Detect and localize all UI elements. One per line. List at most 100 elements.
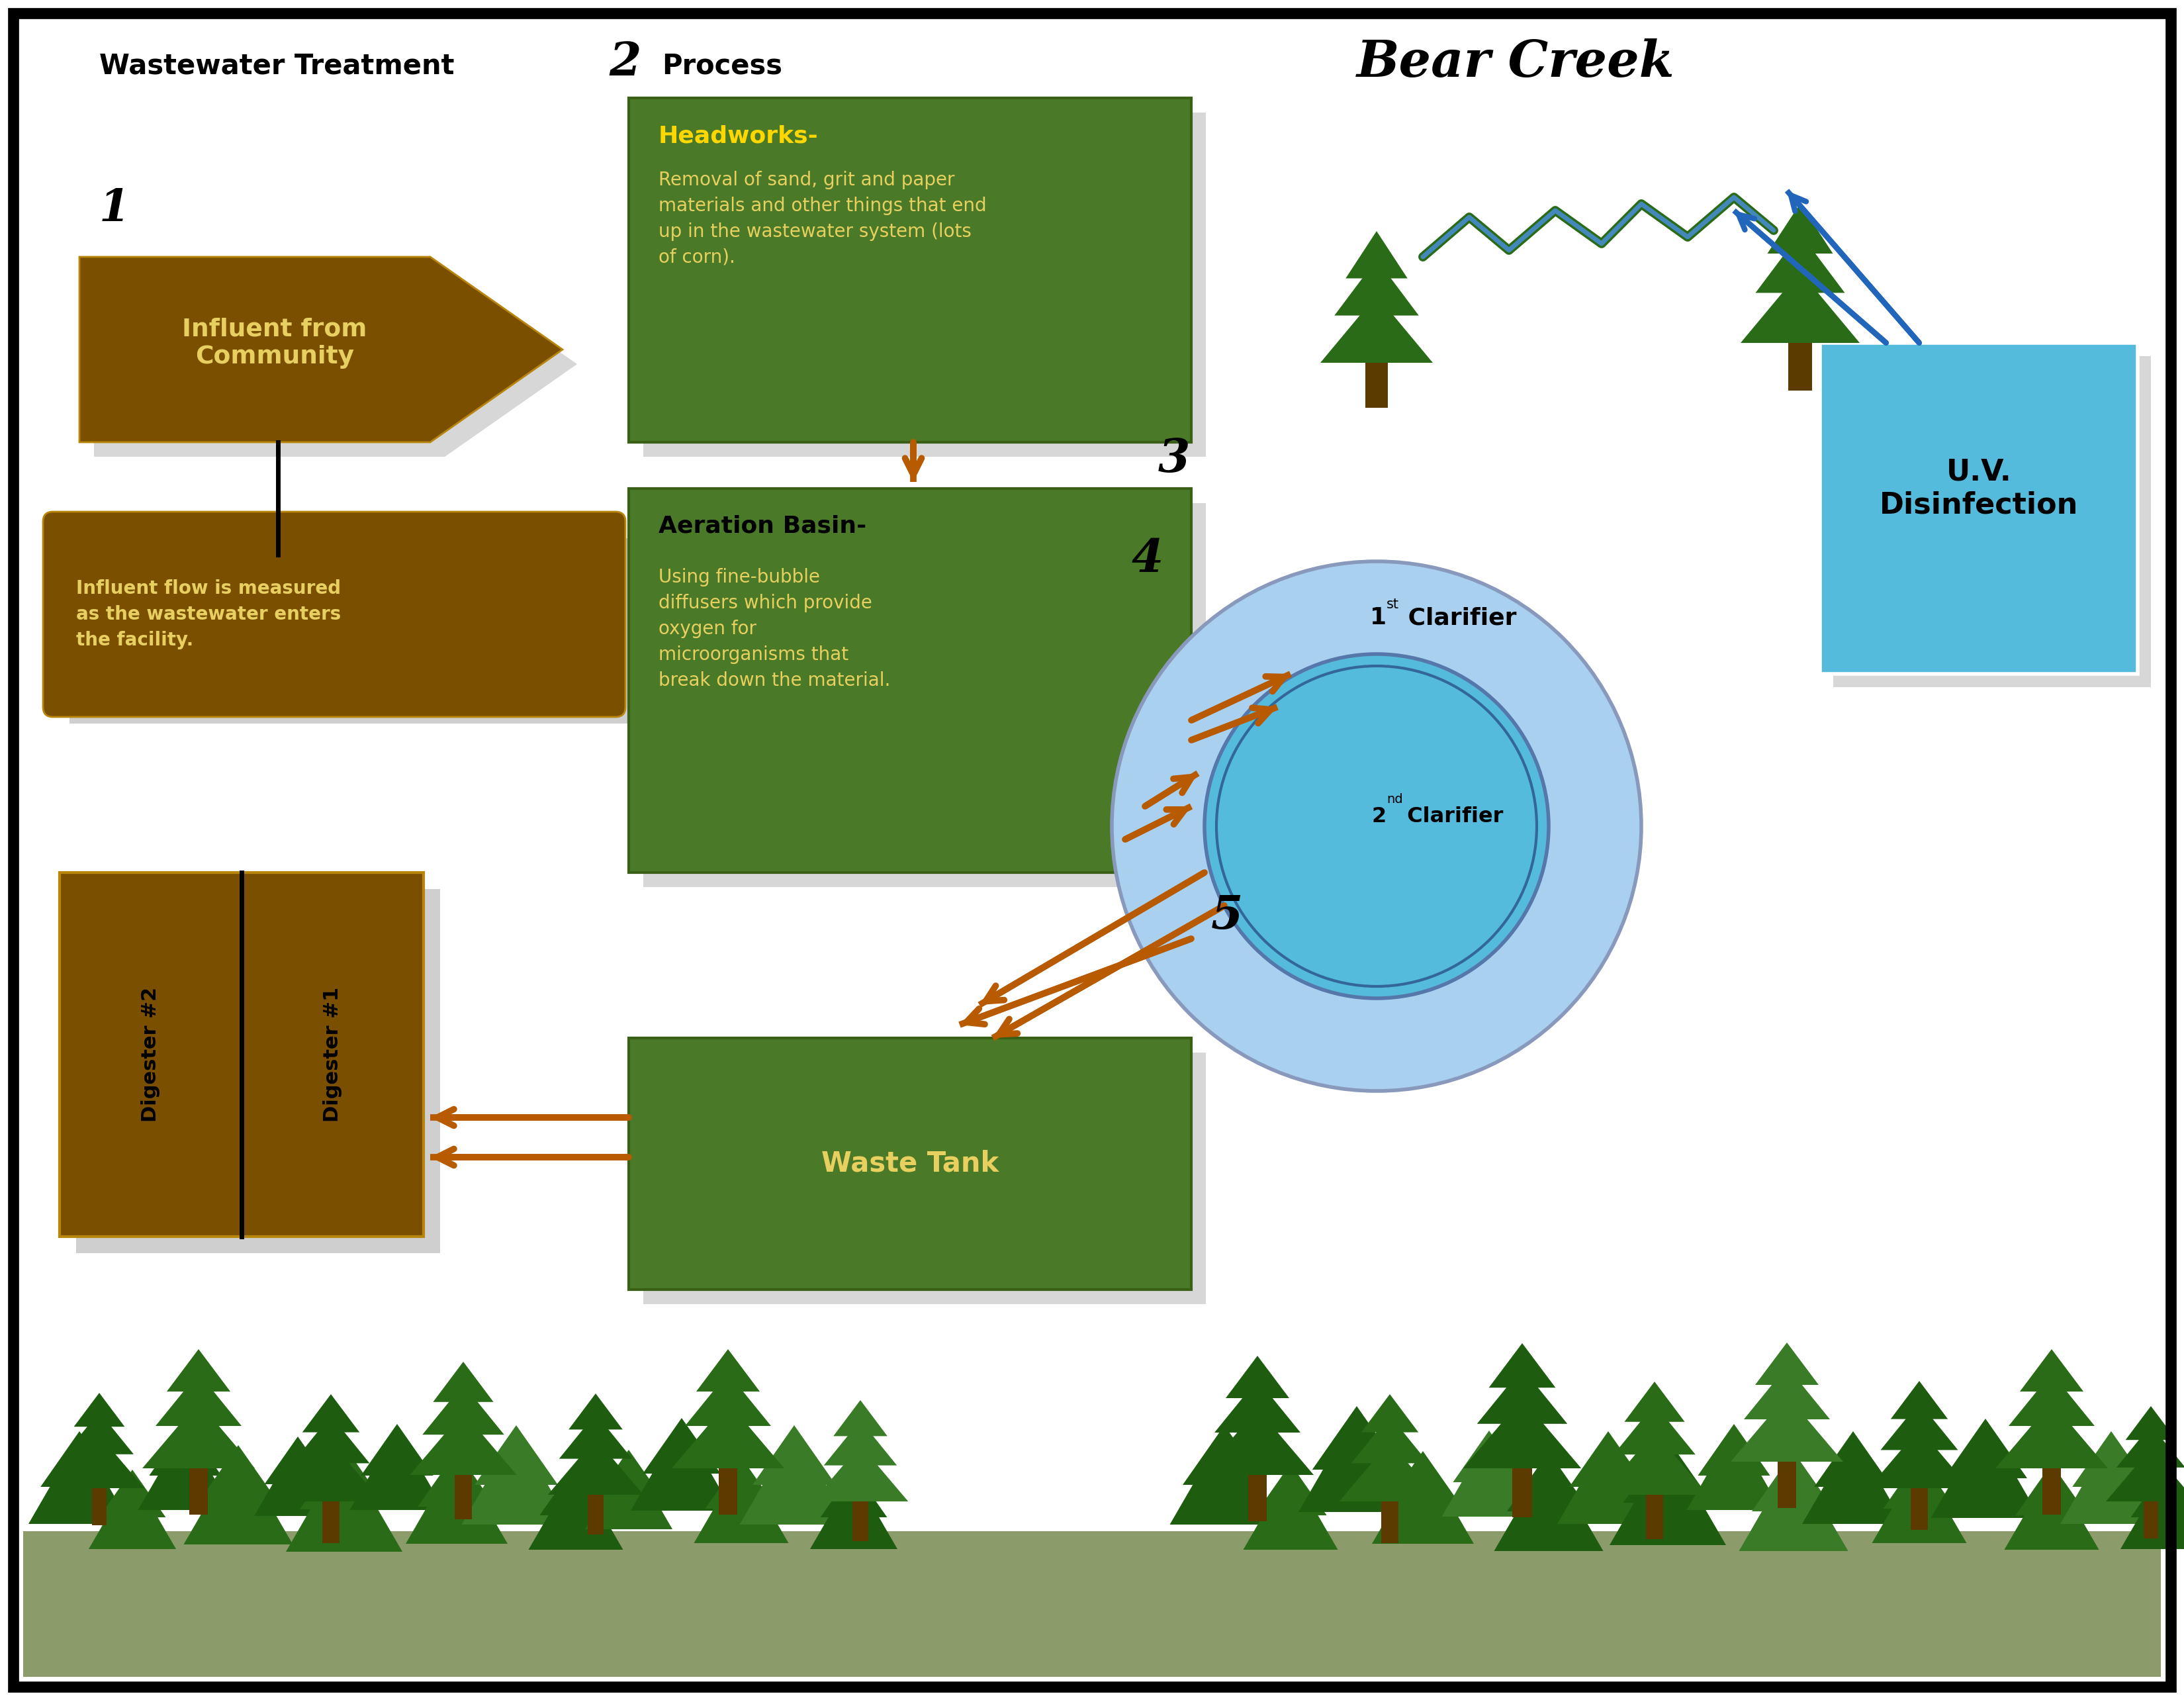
Polygon shape <box>1756 233 1845 292</box>
Polygon shape <box>411 1413 518 1476</box>
Polygon shape <box>90 1474 177 1549</box>
Polygon shape <box>686 1374 771 1426</box>
Polygon shape <box>253 1440 341 1516</box>
Polygon shape <box>529 1469 622 1550</box>
FancyBboxPatch shape <box>644 112 1206 457</box>
Polygon shape <box>293 1416 369 1464</box>
Polygon shape <box>1756 1343 1819 1385</box>
FancyBboxPatch shape <box>24 1532 2160 1676</box>
Text: Waste Tank: Waste Tank <box>821 1149 998 1178</box>
Polygon shape <box>422 1384 505 1435</box>
Polygon shape <box>183 1450 293 1544</box>
Polygon shape <box>1944 1419 2027 1479</box>
Polygon shape <box>673 1402 784 1469</box>
Text: Influent from
Community: Influent from Community <box>181 318 367 369</box>
Polygon shape <box>1686 1428 1782 1510</box>
Polygon shape <box>1614 1404 1695 1455</box>
Text: st: st <box>1387 598 1400 610</box>
Polygon shape <box>548 1438 644 1494</box>
Polygon shape <box>1880 1402 1959 1450</box>
Polygon shape <box>1201 1409 1315 1476</box>
FancyBboxPatch shape <box>59 872 424 1236</box>
FancyBboxPatch shape <box>629 1039 1190 1290</box>
FancyBboxPatch shape <box>644 1052 1206 1304</box>
Polygon shape <box>1225 1357 1289 1397</box>
Polygon shape <box>1570 1431 1647 1488</box>
FancyBboxPatch shape <box>644 503 1206 887</box>
FancyBboxPatch shape <box>70 539 631 724</box>
Polygon shape <box>28 1436 131 1523</box>
Text: Removal of sand, grit and paper
materials and other things that end
up in the wa: Removal of sand, grit and paper material… <box>660 170 987 267</box>
FancyBboxPatch shape <box>1514 1464 1531 1516</box>
Polygon shape <box>1872 1462 1966 1544</box>
FancyBboxPatch shape <box>1911 1484 1928 1530</box>
Polygon shape <box>1339 1442 1441 1501</box>
Polygon shape <box>2116 1425 2184 1467</box>
Polygon shape <box>66 1413 133 1454</box>
Polygon shape <box>642 1418 721 1474</box>
Polygon shape <box>1883 1457 1955 1508</box>
Polygon shape <box>2073 1431 2149 1488</box>
Text: nd: nd <box>1387 794 1402 806</box>
FancyBboxPatch shape <box>587 1491 603 1533</box>
Text: Using fine-bubble
diffusers which provide
oxygen for
microorganisms that
break d: Using fine-bubble diffusers which provid… <box>660 568 891 690</box>
Polygon shape <box>1623 1440 1712 1503</box>
Polygon shape <box>697 1350 760 1392</box>
Polygon shape <box>1601 1431 1708 1494</box>
Polygon shape <box>1802 1436 1904 1523</box>
Polygon shape <box>596 1450 662 1498</box>
Polygon shape <box>1625 1382 1684 1421</box>
Polygon shape <box>41 1431 118 1488</box>
FancyBboxPatch shape <box>629 99 1190 442</box>
FancyBboxPatch shape <box>719 1464 738 1515</box>
Polygon shape <box>695 1462 788 1544</box>
FancyBboxPatch shape <box>2143 1498 2158 1538</box>
Polygon shape <box>568 1394 622 1430</box>
Polygon shape <box>1815 1431 1891 1488</box>
Polygon shape <box>1743 1367 1830 1419</box>
Polygon shape <box>1557 1436 1660 1523</box>
Polygon shape <box>197 1445 280 1504</box>
Polygon shape <box>1738 1457 1848 1550</box>
Polygon shape <box>1171 1430 1280 1525</box>
Polygon shape <box>812 1445 909 1501</box>
Polygon shape <box>2121 1474 2184 1549</box>
Polygon shape <box>2005 1469 2099 1550</box>
Polygon shape <box>1313 1406 1402 1469</box>
Text: Clarifier: Clarifier <box>1400 806 1503 826</box>
Polygon shape <box>98 1469 166 1518</box>
Circle shape <box>1206 655 1548 998</box>
Polygon shape <box>1372 1455 1474 1544</box>
Polygon shape <box>1345 231 1406 279</box>
Polygon shape <box>280 1442 382 1501</box>
Text: 2: 2 <box>1372 806 1387 826</box>
Polygon shape <box>1352 1416 1428 1464</box>
Polygon shape <box>1254 1464 1326 1515</box>
Polygon shape <box>1463 1399 1581 1469</box>
Polygon shape <box>1334 258 1420 316</box>
Polygon shape <box>1996 1402 2108 1469</box>
Polygon shape <box>138 1428 234 1510</box>
Polygon shape <box>149 1425 221 1476</box>
Polygon shape <box>142 1402 256 1469</box>
Polygon shape <box>631 1423 732 1511</box>
Text: Aeration Basin-: Aeration Basin- <box>660 515 867 537</box>
Polygon shape <box>2105 1448 2184 1501</box>
Polygon shape <box>1184 1425 1267 1484</box>
Polygon shape <box>539 1464 612 1515</box>
Polygon shape <box>1697 1425 1769 1476</box>
FancyBboxPatch shape <box>852 1498 869 1540</box>
Polygon shape <box>2132 1469 2184 1518</box>
Polygon shape <box>2020 1350 2084 1392</box>
Text: 5: 5 <box>1212 894 1243 938</box>
Polygon shape <box>1870 1428 1970 1488</box>
FancyBboxPatch shape <box>1832 357 2151 687</box>
Polygon shape <box>1441 1435 1535 1516</box>
FancyBboxPatch shape <box>629 488 1190 872</box>
FancyBboxPatch shape <box>1819 343 2138 673</box>
FancyBboxPatch shape <box>1647 1491 1664 1538</box>
Polygon shape <box>1321 296 1433 362</box>
FancyBboxPatch shape <box>323 1498 339 1544</box>
FancyBboxPatch shape <box>92 1486 107 1525</box>
Polygon shape <box>823 1421 898 1465</box>
